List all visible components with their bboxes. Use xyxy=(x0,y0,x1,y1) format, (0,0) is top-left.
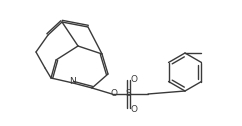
Text: S: S xyxy=(125,89,131,99)
Text: O: O xyxy=(130,74,137,84)
Text: O: O xyxy=(111,89,118,99)
Text: O: O xyxy=(130,104,137,114)
Text: N: N xyxy=(70,77,76,87)
